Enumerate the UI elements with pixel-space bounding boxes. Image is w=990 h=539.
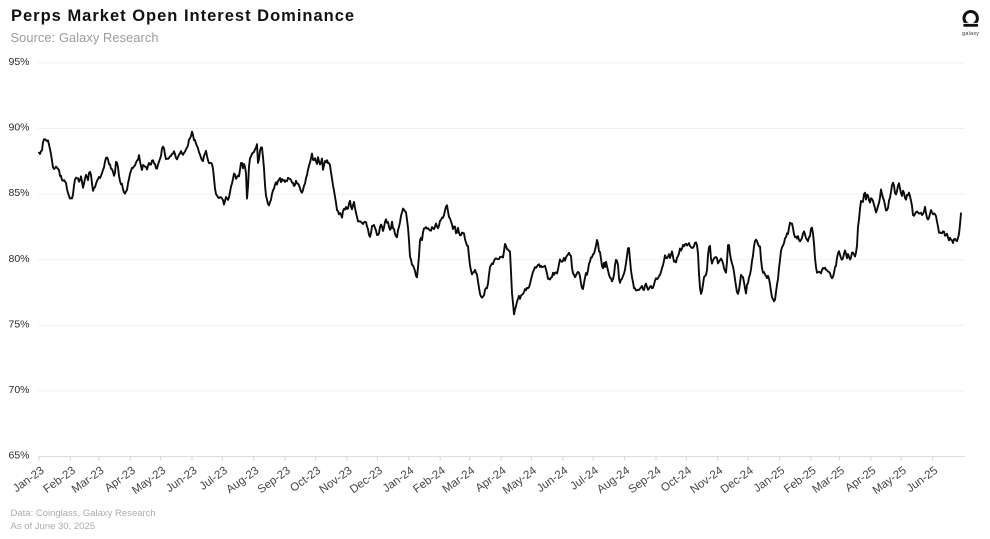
svg-text:Aug-24: Aug-24	[595, 464, 633, 496]
svg-text:Jun-23: Jun-23	[164, 465, 200, 495]
svg-text:Sep-24: Sep-24	[627, 464, 665, 496]
svg-text:Aug-23: Aug-23	[224, 465, 261, 497]
svg-text:Nov-23: Nov-23	[318, 465, 355, 497]
svg-text:Nov-24: Nov-24	[688, 464, 726, 496]
svg-text:Jan-24: Jan-24	[381, 464, 417, 495]
svg-text:Oct-24: Oct-24	[659, 464, 694, 494]
svg-text:May-25: May-25	[871, 465, 909, 497]
svg-text:Mar-25: Mar-25	[810, 465, 847, 496]
svg-text:95%: 95%	[8, 56, 29, 68]
svg-text:Jan-25: Jan-25	[752, 465, 788, 495]
svg-text:May-24: May-24	[501, 464, 540, 497]
svg-text:Dec-23: Dec-23	[348, 465, 385, 497]
svg-text:Mar-24: Mar-24	[441, 464, 478, 495]
svg-text:90%: 90%	[8, 122, 29, 134]
svg-text:Oct-23: Oct-23	[288, 465, 323, 495]
svg-text:75%: 75%	[8, 318, 29, 330]
svg-text:65%: 65%	[8, 450, 29, 462]
svg-text:May-23: May-23	[130, 465, 168, 497]
svg-text:85%: 85%	[8, 187, 29, 199]
svg-text:Jun-25: Jun-25	[905, 465, 941, 495]
svg-text:Sep-23: Sep-23	[256, 465, 293, 497]
svg-text:Jun-24: Jun-24	[535, 464, 571, 495]
svg-text:Dec-24: Dec-24	[719, 464, 757, 496]
svg-text:Mar-23: Mar-23	[70, 465, 107, 496]
svg-text:70%: 70%	[8, 384, 29, 396]
svg-text:Feb-24: Feb-24	[411, 464, 448, 495]
svg-text:Jan-23: Jan-23	[11, 465, 47, 495]
svg-text:80%: 80%	[8, 253, 29, 265]
svg-text:galaxy: galaxy	[962, 31, 979, 37]
